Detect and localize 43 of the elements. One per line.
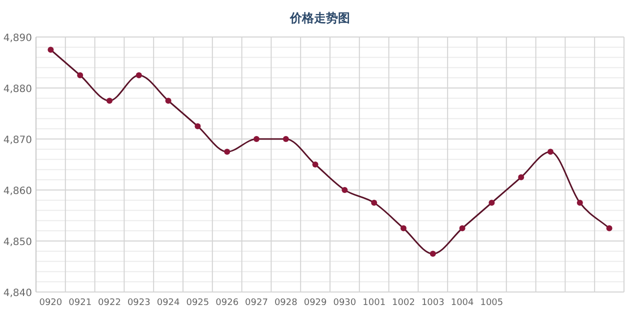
x-tick-label: 1003 <box>421 298 444 308</box>
point <box>606 225 612 232</box>
point <box>165 98 172 104</box>
point <box>430 250 436 257</box>
point <box>400 225 406 232</box>
point <box>312 162 318 168</box>
x-tick-label: 0925 <box>186 298 210 308</box>
point <box>106 98 112 104</box>
x-tick-label: 0930 <box>333 298 356 308</box>
x-tick-label: 0923 <box>127 298 150 308</box>
point <box>224 148 230 155</box>
point <box>48 46 54 53</box>
point <box>282 136 289 142</box>
x-tick-label: 0921 <box>68 298 92 308</box>
y-tick-label: 4,840 <box>3 288 32 299</box>
point <box>371 200 378 206</box>
x-tick-label: 1002 <box>392 298 415 308</box>
y-tick-label: 4,880 <box>3 84 32 95</box>
x-tick-label: 1005 <box>480 298 504 308</box>
point <box>488 200 495 206</box>
x-tick-label: 0928 <box>274 298 298 308</box>
point <box>576 200 583 206</box>
x-tick-label: 0922 <box>98 298 121 308</box>
point <box>136 72 142 78</box>
point <box>254 136 260 142</box>
point <box>518 174 524 180</box>
x-tick-label: 1001 <box>362 298 386 308</box>
point <box>194 123 201 130</box>
point <box>548 148 554 155</box>
point <box>77 72 84 78</box>
x-tick-label: 0926 <box>216 298 239 308</box>
x-tick-label: 0929 <box>304 298 328 308</box>
x-tick-label: 0927 <box>245 298 268 308</box>
y-tick-label: 4,890 <box>3 33 32 44</box>
x-tick-label: 0920 <box>39 298 62 308</box>
x-tick-label: 1004 <box>450 298 474 308</box>
chart-title: 价格走势图 <box>289 11 350 25</box>
point <box>459 225 466 232</box>
y-tick-label: 4,850 <box>3 237 32 248</box>
x-tick-label: 0924 <box>156 298 180 308</box>
y-tick-label: 4,860 <box>3 186 32 197</box>
y-tick-label: 4,870 <box>3 135 32 146</box>
point <box>342 187 348 193</box>
